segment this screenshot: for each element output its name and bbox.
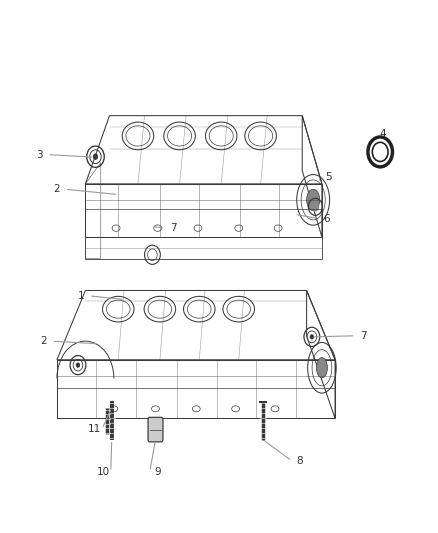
Text: 4: 4 [380,130,387,139]
FancyBboxPatch shape [148,417,163,442]
Circle shape [310,334,314,340]
Circle shape [311,202,319,212]
Text: 8: 8 [297,456,304,466]
Text: 10: 10 [96,467,110,477]
Circle shape [76,362,80,368]
Text: 3: 3 [36,150,43,159]
Text: 7: 7 [170,223,177,233]
Text: 2: 2 [53,184,60,194]
Text: 1: 1 [78,291,85,301]
Ellipse shape [307,189,320,211]
Text: 5: 5 [325,172,332,182]
Text: 2: 2 [40,336,47,346]
Circle shape [93,154,98,160]
Text: 7: 7 [360,331,367,341]
Ellipse shape [316,358,328,378]
Text: 6: 6 [323,214,330,223]
Text: 11: 11 [88,424,101,434]
Text: 9: 9 [154,467,161,477]
